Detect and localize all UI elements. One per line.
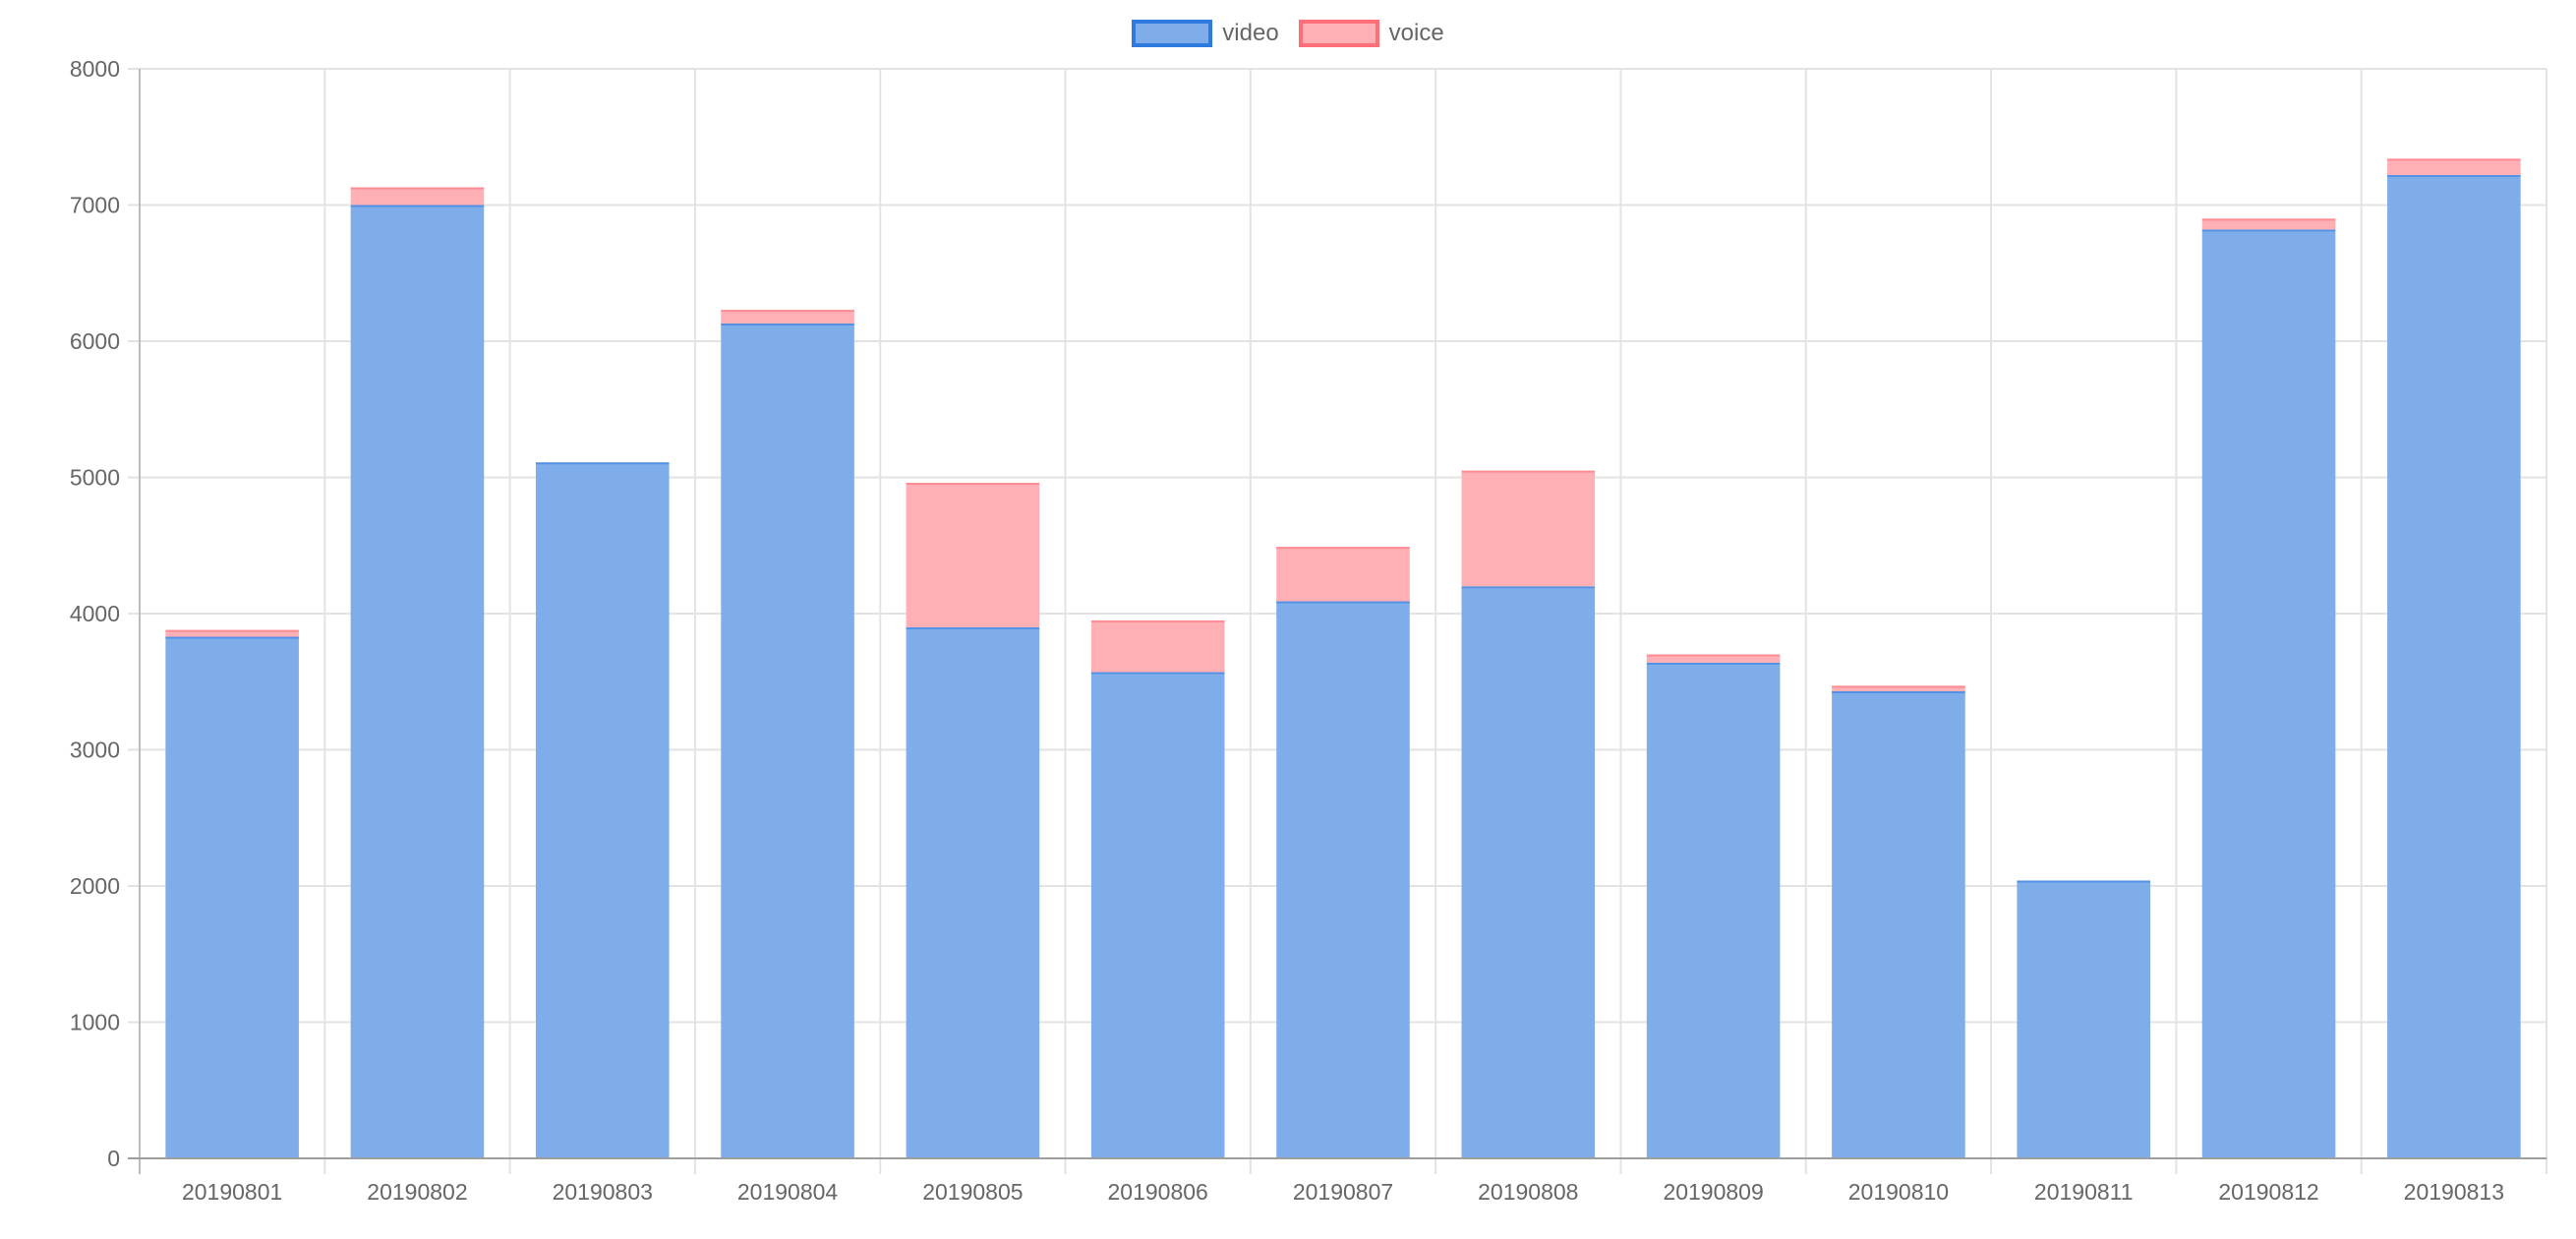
legend-swatch-video — [1132, 20, 1213, 47]
x-tick-label: 20190806 — [1108, 1179, 1208, 1205]
bar-video-20190810 — [1832, 690, 1965, 1158]
legend-swatch-voice — [1298, 20, 1379, 47]
bar-voice-20190802 — [350, 187, 485, 206]
bar-voice-20190813 — [2387, 158, 2521, 176]
bar-voice-20190809 — [1646, 654, 1781, 663]
bar-voice-20190810 — [1832, 685, 1965, 691]
bar-voice-20190804 — [721, 310, 854, 324]
y-tick-label: 3000 — [70, 738, 120, 763]
y-tick-label: 8000 — [70, 56, 120, 82]
legend-label-video: video — [1222, 20, 1279, 46]
y-tick-label: 7000 — [70, 193, 120, 218]
bar-voice-20190801 — [165, 629, 299, 637]
bars — [165, 158, 2521, 1158]
x-tick-label: 20190803 — [553, 1179, 653, 1205]
bar-video-20190809 — [1646, 662, 1781, 1158]
x-tick-label: 20190807 — [1293, 1179, 1393, 1205]
legend: video voice — [0, 20, 2576, 47]
bar-voice-20190806 — [1090, 620, 1225, 673]
x-tick-label: 20190804 — [737, 1179, 839, 1205]
legend-item-voice[interactable]: voice — [1298, 20, 1444, 47]
bar-video-20190813 — [2387, 175, 2521, 1158]
y-tick-label: 4000 — [70, 601, 120, 626]
bar-video-20190801 — [165, 636, 299, 1158]
x-tick-label: 20190808 — [1478, 1179, 1578, 1205]
x-tick-label: 20190810 — [1848, 1179, 1949, 1205]
bar-video-20190802 — [350, 205, 485, 1158]
bar-video-20190811 — [2017, 880, 2151, 1158]
bar-video-20190807 — [1276, 601, 1410, 1158]
bar-voice-20190807 — [1276, 547, 1410, 602]
legend-item-video[interactable]: video — [1132, 20, 1279, 47]
x-tick-label: 20190811 — [2034, 1179, 2134, 1205]
x-tick-label: 20190812 — [2218, 1179, 2318, 1205]
bar-video-20190805 — [906, 626, 1040, 1158]
x-tick-label: 20190805 — [922, 1179, 1023, 1205]
bar-voice-20190812 — [2201, 218, 2336, 230]
y-tick-label: 0 — [107, 1146, 120, 1171]
bar-video-20190808 — [1461, 586, 1596, 1158]
axes — [128, 69, 2547, 1159]
x-tick-label: 20190801 — [182, 1179, 282, 1205]
y-tick-label: 6000 — [70, 328, 120, 354]
legend-label-voice: voice — [1388, 20, 1444, 46]
y-tick-label: 2000 — [70, 873, 120, 899]
x-tick-label: 20190809 — [1663, 1179, 1763, 1205]
y-tick-label: 1000 — [70, 1010, 120, 1035]
bar-voice-20190805 — [906, 483, 1040, 627]
x-tick-label: 20190802 — [367, 1179, 467, 1205]
bar-video-20190804 — [721, 323, 854, 1158]
tick-labels: 0 1000 2000 3000 4000 5000 6000 7000 8000 2019080… — [70, 56, 2504, 1205]
y-tick-label: 5000 — [70, 465, 120, 491]
bar-video-20190806 — [1090, 672, 1225, 1158]
bar-voice-20190808 — [1461, 470, 1596, 587]
x-tick-label: 20190813 — [2404, 1179, 2504, 1205]
bar-video-20190812 — [2201, 229, 2336, 1158]
bar-video-20190803 — [535, 462, 670, 1158]
